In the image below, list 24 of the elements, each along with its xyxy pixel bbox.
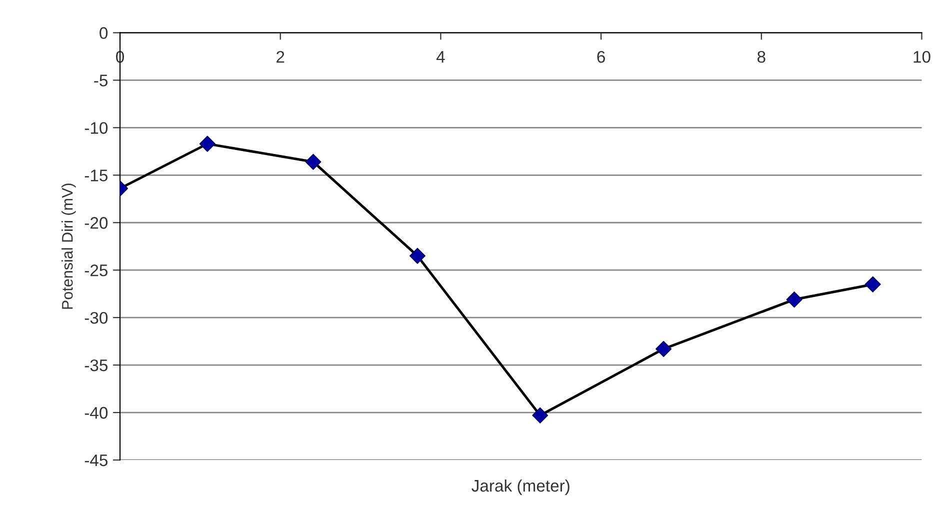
point	[864, 276, 881, 292]
y-tick-label: -20	[84, 217, 108, 229]
point	[532, 407, 548, 424]
point	[305, 154, 322, 170]
y-tick-label: -30	[84, 312, 108, 324]
y-axis-title: Potensial Diri (mV)	[62, 184, 76, 309]
y-tick-label: -10	[84, 122, 108, 134]
x-tick-label: 2	[276, 50, 284, 63]
point	[786, 292, 802, 308]
x-axis-title: Jarak (meter)	[472, 479, 570, 495]
y-tick-label: 0	[100, 27, 108, 39]
y-tick-label: -45	[84, 454, 108, 466]
y-tick-label: -5	[94, 74, 108, 86]
point	[409, 248, 426, 264]
y-tick-label: -40	[84, 406, 108, 419]
x-tick-label: 4	[436, 51, 445, 63]
y-tick-label: -15	[84, 170, 108, 182]
x-tick-label: 8	[757, 50, 766, 63]
x-tick-label: 6	[597, 50, 605, 63]
point	[199, 136, 216, 152]
y-tick-label: -35	[84, 359, 108, 372]
x-tick-label: 10	[914, 50, 930, 63]
point	[656, 340, 672, 357]
y-tick-label: -25	[84, 264, 108, 276]
